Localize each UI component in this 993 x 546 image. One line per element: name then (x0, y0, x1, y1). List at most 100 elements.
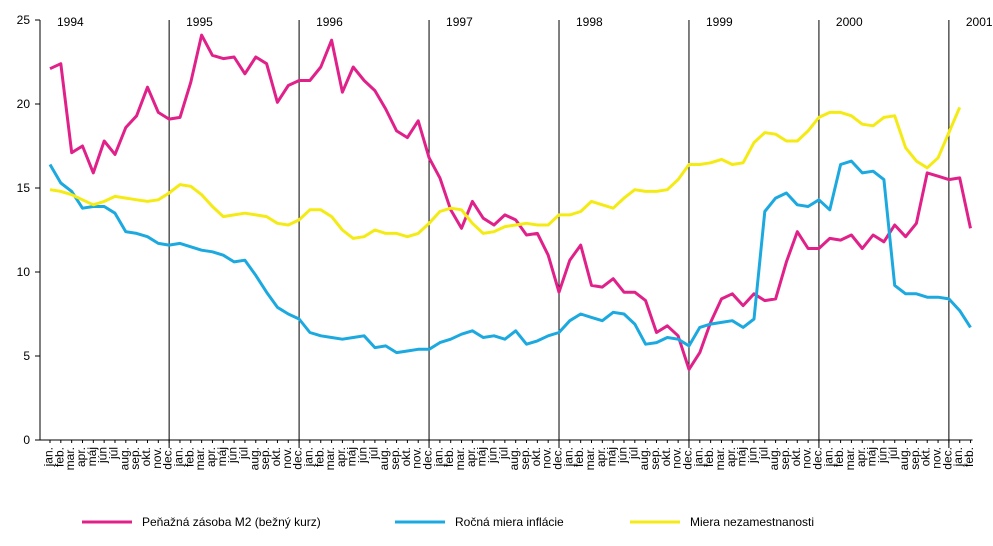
x-tick-label: jan. (951, 447, 965, 467)
x-tick-label: sep. (648, 447, 662, 470)
series-line (49, 33, 972, 371)
x-tick-label: nov. (800, 447, 814, 469)
x-tick-label: dec. (161, 447, 175, 470)
x-tick-label: máj (215, 447, 229, 466)
x-tick-label: okt. (139, 447, 153, 466)
x-tick-label: dec. (421, 447, 435, 470)
x-tick-label: okt. (659, 447, 673, 466)
x-tick-label: aug. (117, 447, 131, 470)
x-tick-label: jan. (42, 447, 56, 467)
x-tick-label: dec. (940, 447, 954, 470)
x-tick-label: jan. (561, 447, 575, 467)
x-tick-label: mar. (453, 447, 467, 470)
x-tick-label: jún (486, 447, 500, 464)
year-label: 1998 (576, 15, 603, 29)
x-tick-label: aug. (897, 447, 911, 470)
year-label: 2000 (836, 15, 863, 29)
x-tick-label: apr. (334, 447, 348, 467)
x-tick-label: júl (756, 447, 770, 460)
series-line (48, 159, 972, 355)
x-tick-label: apr. (464, 447, 478, 467)
x-tick-label: júl (236, 447, 250, 460)
x-tick-label: feb. (572, 447, 586, 467)
x-tick-label: apr. (594, 447, 608, 467)
x-tick-label: nov. (410, 447, 424, 469)
x-tick-label: apr. (724, 447, 738, 467)
year-label: 1997 (446, 15, 473, 29)
x-tick-label: sep. (908, 447, 922, 470)
x-tick-label: júl (496, 447, 510, 460)
x-tick-label: nov. (280, 447, 294, 469)
x-tick-label: feb. (312, 447, 326, 467)
x-tick-label: sep. (258, 447, 272, 470)
y-tick-label: 25 (17, 13, 31, 27)
x-tick-label: aug. (637, 447, 651, 470)
x-tick-label: apr. (204, 447, 218, 467)
x-tick-label: okt. (919, 447, 933, 466)
y-tick-label: 15 (17, 181, 31, 195)
x-tick-label: nov. (150, 447, 164, 469)
x-tick-label: okt. (529, 447, 543, 466)
x-tick-label: dec. (291, 447, 305, 470)
x-tick-label: feb. (52, 447, 66, 467)
x-tick-label: feb. (182, 447, 196, 467)
x-tick-label: sep. (778, 447, 792, 470)
x-tick-label: dec. (810, 447, 824, 470)
x-tick-label: mar. (583, 447, 597, 470)
x-tick-label: júl (626, 447, 640, 460)
x-tick-label: mar. (713, 447, 727, 470)
year-label: 1996 (316, 15, 343, 29)
x-tick-label: aug. (247, 447, 261, 470)
x-tick-label: jún (615, 447, 629, 464)
x-tick-label: jan. (821, 447, 835, 467)
x-tick-label: máj (345, 447, 359, 466)
x-tick-label: jún (356, 447, 370, 464)
y-tick-label: 10 (17, 265, 31, 279)
x-tick-label: jún (226, 447, 240, 464)
x-tick-label: sep. (518, 447, 532, 470)
x-tick-label: máj (85, 447, 99, 466)
x-tick-label: máj (865, 447, 879, 466)
x-tick-label: dec. (680, 447, 694, 470)
x-tick-label: apr. (74, 447, 88, 467)
x-tick-label: aug. (767, 447, 781, 470)
x-tick-label: okt. (789, 447, 803, 466)
x-tick-label: júl (886, 447, 900, 460)
x-tick-label: mar. (843, 447, 857, 470)
legend-label: Ročná miera inflácie (455, 515, 564, 529)
year-label: 1995 (186, 15, 213, 29)
x-tick-label: nov. (930, 447, 944, 469)
x-tick-label: jan. (431, 447, 445, 467)
x-tick-label: dec. (551, 447, 565, 470)
x-tick-label: jún (875, 447, 889, 464)
x-tick-label: júl (106, 447, 120, 460)
year-label: 1999 (706, 15, 733, 29)
x-tick-label: mar. (323, 447, 337, 470)
x-tick-label: feb. (962, 447, 976, 467)
x-tick-label: jan. (301, 447, 315, 467)
x-tick-label: apr. (854, 447, 868, 467)
x-tick-label: mar. (193, 447, 207, 470)
x-tick-label: aug. (377, 447, 391, 470)
x-tick-label: nov. (540, 447, 554, 469)
year-label: 2001 (966, 15, 993, 29)
x-tick-label: jan. (171, 447, 185, 467)
x-tick-label: júl (366, 447, 380, 460)
series-line (49, 106, 962, 240)
x-tick-label: feb. (442, 447, 456, 467)
x-tick-label: máj (735, 447, 749, 466)
x-tick-label: feb. (832, 447, 846, 467)
y-tick-label: 0 (23, 433, 30, 447)
x-tick-label: máj (475, 447, 489, 466)
legend-label: Miera nezamestnanosti (690, 515, 814, 529)
x-tick-label: feb. (702, 447, 716, 467)
x-tick-label: jún (96, 447, 110, 464)
x-tick-label: aug. (507, 447, 521, 470)
x-tick-label: okt. (269, 447, 283, 466)
y-tick-label: 20 (17, 97, 31, 111)
x-tick-label: nov. (670, 447, 684, 469)
legend-label: Peňažná zásoba M2 (bežný kurz) (142, 515, 321, 529)
x-tick-label: jan. (691, 447, 705, 467)
x-tick-label: mar. (63, 447, 77, 470)
